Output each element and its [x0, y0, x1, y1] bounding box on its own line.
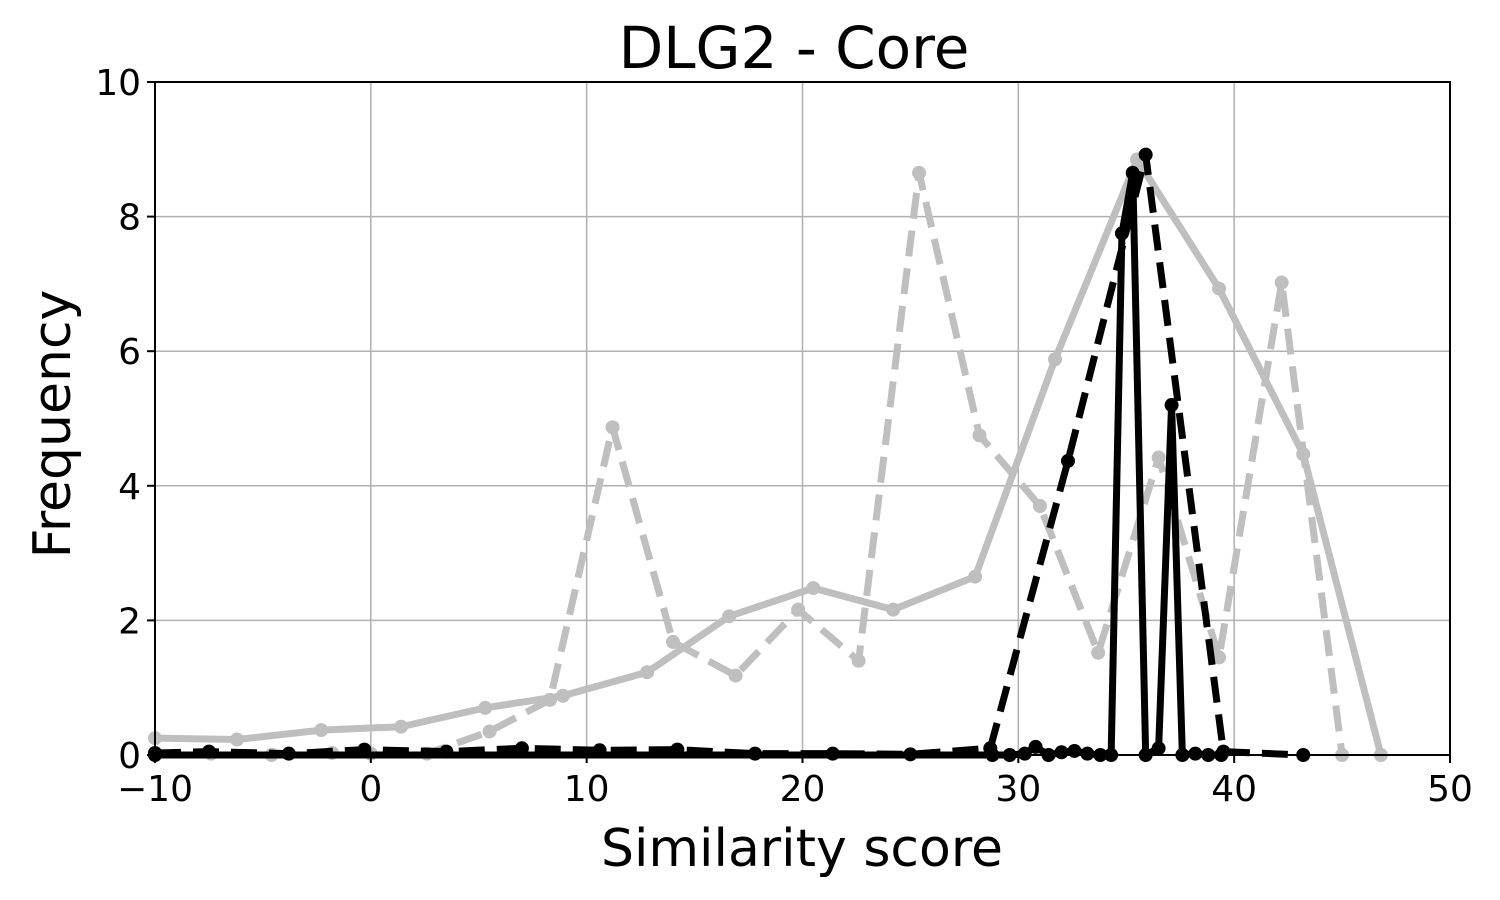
- data-point: [968, 569, 983, 584]
- data-point: [230, 732, 245, 747]
- data-point: [1054, 745, 1069, 760]
- data-point: [1138, 147, 1153, 162]
- data-point: [1060, 453, 1075, 468]
- y-tick-label: 8: [118, 198, 141, 239]
- data-point: [605, 420, 620, 435]
- x-tick-label: 30: [995, 769, 1041, 810]
- x-tick-label: 50: [1427, 769, 1473, 810]
- data-point: [1028, 739, 1043, 754]
- x-tick-label: −10: [117, 769, 193, 810]
- data-point: [482, 724, 497, 739]
- data-point: [1188, 746, 1203, 761]
- y-tick-label: 10: [95, 63, 141, 104]
- data-point: [1212, 650, 1227, 665]
- data-point: [851, 653, 866, 668]
- data-point: [972, 428, 987, 443]
- x-tick-label: 40: [1211, 769, 1257, 810]
- data-point: [1032, 498, 1047, 513]
- data-point: [1274, 275, 1289, 290]
- data-point: [1017, 746, 1032, 761]
- data-point: [886, 602, 901, 617]
- y-tick-label: 6: [118, 332, 141, 373]
- data-point: [542, 692, 557, 707]
- data-point: [1080, 746, 1095, 761]
- data-point: [1212, 281, 1227, 296]
- x-tick-label: 10: [564, 769, 610, 810]
- data-point: [555, 688, 570, 703]
- y-tick-label: 2: [118, 601, 141, 642]
- data-point: [666, 634, 680, 649]
- x-tick-label: 0: [359, 769, 382, 810]
- series-layer: [148, 147, 1388, 762]
- data-point: [640, 665, 655, 680]
- series-1: [148, 152, 1388, 762]
- data-point: [314, 723, 329, 738]
- series-line: [154, 155, 1385, 756]
- data-point: [1151, 450, 1166, 465]
- data-point: [1125, 165, 1140, 180]
- data-point: [1114, 226, 1129, 241]
- y-tick-label: 4: [118, 467, 141, 508]
- data-point: [1164, 398, 1179, 413]
- data-point: [912, 165, 927, 180]
- x-tick-label: 20: [780, 769, 826, 810]
- data-point: [791, 602, 806, 617]
- data-point: [728, 668, 743, 683]
- data-point: [1091, 645, 1106, 660]
- data-point: [722, 609, 737, 624]
- data-point: [1151, 741, 1166, 756]
- chart-title: DLG2 - Core: [619, 14, 970, 82]
- data-point: [806, 581, 821, 596]
- y-axis-title: Frequency: [23, 290, 83, 559]
- data-point: [1048, 352, 1063, 367]
- data-point: [394, 719, 409, 734]
- data-point: [478, 700, 493, 715]
- x-axis-title: Similarity score: [601, 819, 1003, 879]
- y-tick-label: 0: [118, 736, 141, 777]
- series-line: [155, 169, 1222, 759]
